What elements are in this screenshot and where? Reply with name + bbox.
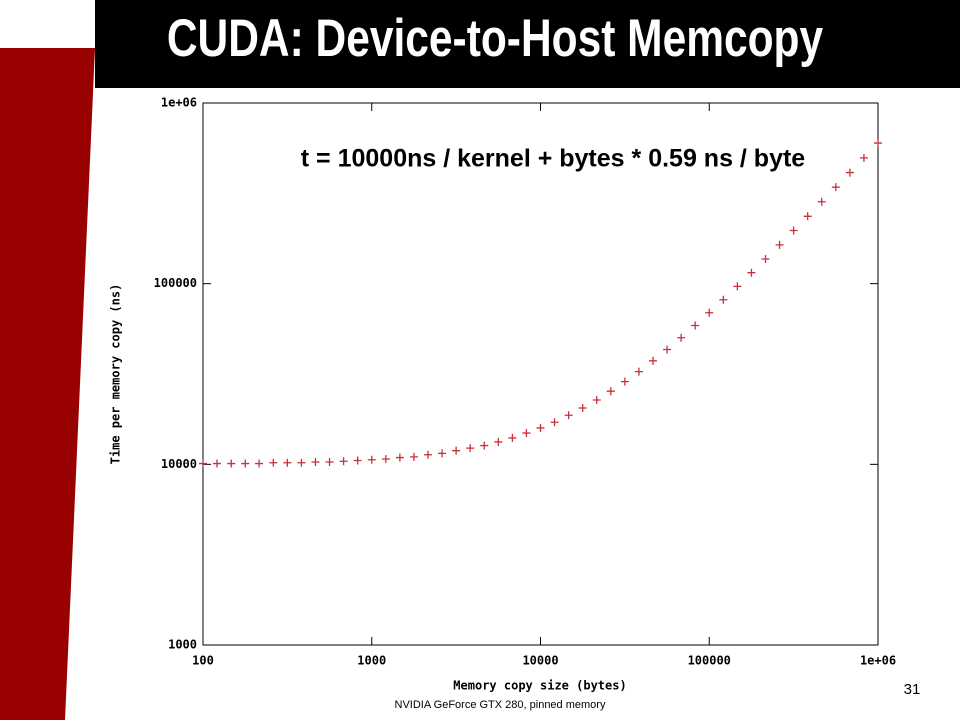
- x-tick-label: 1000: [357, 654, 386, 668]
- marker: [480, 441, 489, 450]
- marker: [522, 429, 531, 438]
- marker: [494, 437, 503, 446]
- marker: [297, 458, 306, 467]
- marker: [508, 433, 517, 442]
- page-number: 31: [904, 681, 921, 698]
- marker: [409, 452, 418, 461]
- marker: [775, 240, 784, 249]
- marker: [199, 459, 207, 468]
- marker: [874, 139, 882, 148]
- marker: [550, 418, 559, 427]
- x-tick-label: 100000: [688, 654, 731, 668]
- marker: [423, 450, 432, 459]
- marker: [634, 367, 643, 376]
- marker: [241, 459, 250, 468]
- marker: [620, 377, 629, 386]
- marker: [719, 295, 728, 304]
- marker: [691, 321, 700, 330]
- caption: NVIDIA GeForce GTX 280, pinned memory: [395, 699, 606, 711]
- marker: [733, 282, 742, 291]
- marker: [845, 168, 854, 177]
- marker: [564, 411, 573, 420]
- marker: [466, 444, 475, 453]
- marker: [747, 268, 756, 277]
- plot-frame: [202, 102, 879, 646]
- marker: [367, 455, 376, 464]
- x-tick-label: 1e+06: [860, 654, 896, 668]
- y-axis-label: Time per memory copy (ns): [109, 284, 123, 465]
- marker: [339, 457, 348, 466]
- marker: [677, 333, 686, 342]
- marker: [452, 446, 461, 455]
- red-band: [0, 48, 95, 720]
- x-tick-label: 100: [192, 654, 214, 668]
- marker: [395, 453, 404, 462]
- y-tick-label: 10000: [161, 457, 197, 471]
- marker: [325, 458, 334, 467]
- marker: [803, 212, 812, 221]
- marker: [606, 387, 615, 396]
- slide-title: CUDA: Device-to-Host Memcopy: [167, 10, 824, 68]
- marker: [789, 226, 798, 235]
- marker: [761, 254, 770, 263]
- annotation: t = 10000ns / kernel + bytes * 0.59 ns /…: [301, 145, 806, 173]
- marker: [592, 396, 601, 405]
- y-tick-label: 1000: [168, 638, 197, 652]
- y-tick-label: 1e+06: [161, 96, 197, 110]
- marker: [311, 458, 320, 467]
- marker: [817, 197, 826, 206]
- marker: [227, 459, 236, 468]
- y-tick-label: 100000: [154, 276, 197, 290]
- marker: [705, 308, 714, 317]
- marker: [663, 345, 672, 354]
- x-axis-label: Memory copy size (bytes): [453, 679, 626, 693]
- marker: [381, 455, 390, 464]
- marker: [353, 456, 362, 465]
- marker: [269, 458, 278, 467]
- marker: [831, 183, 840, 192]
- marker: [859, 153, 868, 162]
- marker: [649, 356, 657, 365]
- marker: [283, 458, 292, 467]
- marker: [212, 459, 221, 468]
- marker: [438, 449, 447, 458]
- title-bar: [95, 0, 960, 88]
- marker: [255, 459, 264, 468]
- marker: [536, 423, 545, 432]
- x-tick-label: 10000: [522, 654, 558, 668]
- marker: [578, 404, 587, 413]
